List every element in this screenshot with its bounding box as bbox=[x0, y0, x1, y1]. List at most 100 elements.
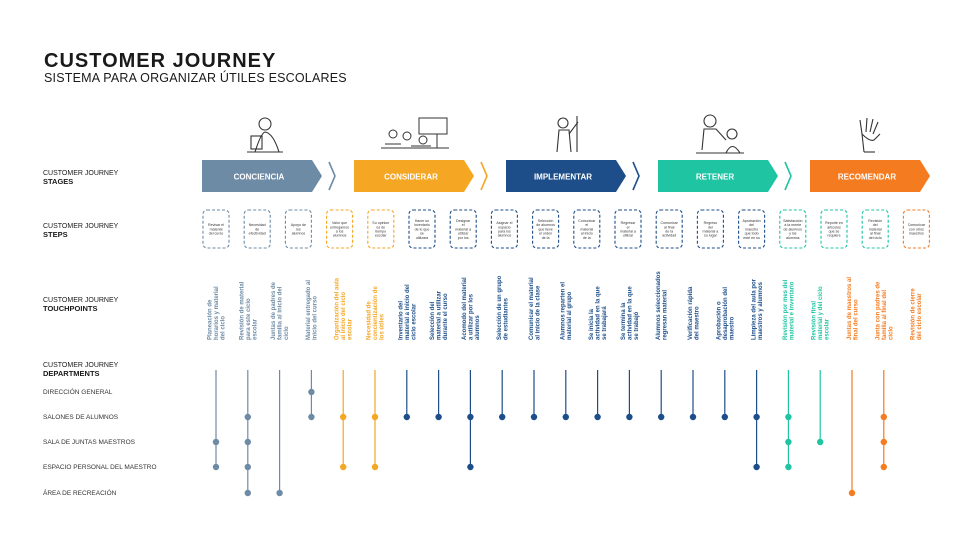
svg-text:Alumnos seleccionadosregresan: Alumnos seleccionadosregresan material bbox=[656, 271, 669, 340]
step-text: Hacer un inventario de lo que se utilizara bbox=[414, 219, 430, 240]
svg-text:Se inicia laactividad en la qu: Se inicia laactividad en la quese trabaj… bbox=[589, 286, 608, 340]
department-label-sala-juntas: SALA DE JUNTAS MAESTROS bbox=[43, 439, 135, 446]
step-text: Reporte en artículos que se requiere bbox=[825, 221, 843, 238]
stage-chevron-icon bbox=[632, 161, 640, 191]
stage-label: RECOMENDAR bbox=[838, 173, 896, 182]
stage-label: CONCIENCIA bbox=[234, 173, 285, 182]
department-dot bbox=[276, 489, 283, 497]
department-dot bbox=[403, 413, 410, 421]
department-dot bbox=[212, 438, 220, 446]
step-text: Necesidad de efectividad bbox=[249, 223, 266, 235]
touchpoints-row-label: CUSTOMER JOURNEY TOUCHPOINTS bbox=[43, 297, 119, 313]
svg-text:Alumnos reparten elmaterial al: Alumnos reparten elmaterial al grupo bbox=[561, 282, 574, 340]
svg-text:Revisión por mes delmaterial e: Revisión por mes delmaterial e inventari… bbox=[783, 279, 796, 340]
touchpoint-text: Revisión de materialpara este cicloescol… bbox=[239, 281, 258, 340]
person-reading-icon bbox=[247, 117, 283, 153]
touchpoint-text: Revisión por mes delmaterial e inventari… bbox=[783, 279, 796, 340]
svg-text:Aprobación odesaprobación delm: Aprobación odesaprobación delmaestro bbox=[716, 287, 735, 340]
touchpoint-text: Aprobación odesaprobación delmaestro bbox=[716, 287, 735, 340]
stage-arrow-conciencia bbox=[202, 160, 322, 192]
touchpoint-text: Planeación dehorarios y materialdel cicl… bbox=[208, 286, 227, 340]
department-label-salones: SALONES DE ALUMNOS bbox=[43, 414, 119, 421]
svg-text:Juntas de padres defamilia al: Juntas de padres defamilia al inicio del… bbox=[271, 281, 290, 340]
department-dot bbox=[308, 388, 315, 396]
department-dot bbox=[848, 489, 856, 497]
stage-chevron-icon bbox=[480, 161, 488, 191]
svg-text:Material entregado alinicio de: Material entregado alinicio del curso bbox=[306, 280, 319, 340]
page-subtitle: SISTEMA PARA ORGANIZAR ÚTILES ESCOLARES bbox=[44, 71, 347, 85]
touchpoint-text: Revisión finalmaterial y del cicloescola… bbox=[812, 286, 831, 340]
department-dot bbox=[594, 413, 601, 421]
svg-text:Selección de un grupode estudi: Selección de un grupode estudiantes bbox=[497, 275, 510, 340]
page-title: CUSTOMER JOURNEY bbox=[44, 50, 277, 72]
step-text: Designar el material a utilizar por los bbox=[455, 219, 471, 240]
department-label-espacio-maestro: ESPACIO PERSONAL DEL MAESTRO bbox=[43, 464, 157, 471]
department-dot bbox=[785, 438, 792, 446]
department-dot bbox=[753, 413, 760, 421]
stage-arrow-considerar bbox=[354, 160, 474, 192]
department-label-direccion: DIRECCIÓN GENERAL bbox=[43, 389, 113, 396]
svg-text:Verificación rápidadel maestro: Verificación rápidadel maestro bbox=[688, 286, 701, 340]
touchpoint-text: Se termina laactividad en la quese traba… bbox=[621, 286, 640, 340]
stage-chevron-icon bbox=[784, 161, 792, 191]
step-text: Aprobación del maestro que todo esté en su bbox=[743, 219, 761, 240]
department-dot bbox=[499, 413, 506, 421]
department-dot bbox=[658, 413, 665, 421]
step-text: Regresar el material a utilizar bbox=[620, 221, 636, 238]
department-dot bbox=[785, 463, 792, 471]
svg-text:Organización del aulaal inicio: Organización del aulaal inicio del ciclo… bbox=[335, 277, 354, 340]
stage-label: CONSIDERAR bbox=[384, 173, 438, 182]
teacher-student-icon bbox=[696, 114, 744, 154]
svg-text:Revisión finalmaterial y del c: Revisión finalmaterial y del cicloescola… bbox=[812, 286, 831, 340]
department-dot bbox=[467, 463, 474, 471]
department-label-recreacion: ÁREA DE RECREACIÓN bbox=[43, 490, 117, 497]
step-text: Comunicar al final de la actividad bbox=[661, 221, 679, 238]
department-dot bbox=[340, 413, 347, 421]
department-dot bbox=[562, 413, 569, 421]
raised-hand-icon bbox=[859, 117, 881, 153]
touchpoint-text: Limpieza del aula pormaestros y alumnos bbox=[751, 278, 764, 340]
touchpoint-text: Junta con padres defamilia al final delc… bbox=[875, 281, 894, 340]
svg-text:Planeación dehorarios y materi: Planeación dehorarios y materialdel cicl… bbox=[208, 286, 227, 340]
touchpoint-text: Verificación rápidadel maestro bbox=[688, 286, 701, 340]
stage-label: IMPLEMENTAR bbox=[534, 173, 592, 182]
svg-text:Acomodo del materiala utilizar: Acomodo del materiala utilizar por losal… bbox=[462, 277, 481, 340]
touchpoint-text: Juntas de maestros alfinal del curso bbox=[847, 277, 860, 340]
svg-text:Junta con padres defamilia al: Junta con padres defamilia al final delc… bbox=[875, 281, 894, 340]
svg-text:Revisión de materialpara este: Revisión de materialpara este cicloescol… bbox=[239, 281, 258, 340]
department-dot bbox=[817, 438, 824, 446]
step-text: Satisfacción a la mente de alumnos y los alu… bbox=[783, 219, 802, 240]
department-dot bbox=[689, 413, 697, 421]
department-dot bbox=[308, 413, 315, 421]
stage-chevron-icon bbox=[328, 161, 336, 191]
department-dot bbox=[880, 438, 887, 446]
touchpoint-text: Acomodo del materiala utilizar por losal… bbox=[462, 277, 481, 340]
step-text: Regreso del material a su lugar bbox=[703, 221, 719, 238]
svg-text:Se termina laactividad en la q: Se termina laactividad en la quese traba… bbox=[621, 286, 640, 340]
step-text: Asignar el espacio para los alumnos bbox=[496, 221, 512, 238]
touchpoint-text: Inventario delmaterial a inicio delciclo… bbox=[398, 284, 417, 340]
stage-arrow-retener bbox=[658, 160, 778, 192]
touchpoint-text: Selección de un grupode estudiantes bbox=[497, 275, 510, 340]
step-text: Comunicar con otros maestros bbox=[908, 223, 926, 235]
step-text: Comunicar el material al inicio de la bbox=[578, 219, 596, 240]
step-text: Su opinion es de tiempo escolar bbox=[372, 221, 389, 238]
stage-arrow-recomendar bbox=[810, 160, 930, 192]
svg-text:Juntas de maestros alfinal del: Juntas de maestros alfinal del curso bbox=[847, 277, 860, 340]
step-text: Selección de alumnos que lleve el orden de l… bbox=[536, 219, 555, 240]
svg-text:Selección delmaterial a utiliz: Selección delmaterial a utilizardurante … bbox=[430, 290, 449, 340]
touchpoint-text: Se inicia laactividad en la quese trabaj… bbox=[589, 286, 608, 340]
departments-row-label: CUSTOMER JOURNEY DEPARTMENTS bbox=[43, 362, 119, 378]
step-text: Revisar el material del curso bbox=[208, 223, 224, 235]
stage-arrow-implementar bbox=[506, 160, 626, 192]
touchpoint-text: Alumnos seleccionadosregresan material bbox=[656, 271, 669, 340]
classroom-icon bbox=[381, 117, 449, 149]
step-text: Valor que entregamos a los alumnos bbox=[330, 221, 349, 238]
department-dot bbox=[244, 438, 251, 446]
department-dot bbox=[530, 413, 538, 421]
touchpoint-text: Selección delmaterial a utilizardurante … bbox=[430, 290, 449, 340]
svg-text:Comunicar el materialal inicio: Comunicar el materialal inicio de la cla… bbox=[529, 277, 542, 340]
stage-label: RETENER bbox=[696, 173, 734, 182]
department-dot bbox=[244, 463, 251, 471]
